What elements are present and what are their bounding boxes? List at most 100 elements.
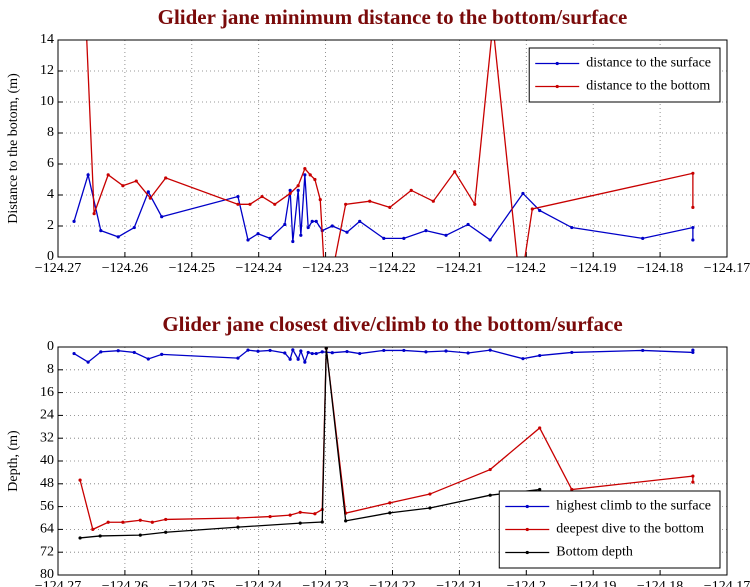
y-tick-label: 0 [47, 339, 54, 354]
point [313, 177, 317, 182]
point [330, 224, 334, 228]
point [538, 426, 542, 430]
y-tick-label: 32 [40, 430, 54, 445]
point [273, 202, 277, 206]
point [691, 238, 695, 242]
point [150, 520, 154, 524]
point [324, 347, 328, 350]
point [330, 351, 334, 355]
point [164, 176, 168, 180]
y-axis-label: Depth, (m) [6, 430, 21, 492]
point [99, 350, 103, 354]
legend-marker [525, 550, 529, 555]
point [358, 351, 362, 356]
point [299, 233, 303, 237]
x-tick-label: −124.2 [507, 579, 546, 587]
point [368, 199, 372, 203]
y-tick-label: 4 [47, 187, 54, 202]
point [314, 351, 318, 356]
x-tick-label: −124.26 [102, 579, 148, 587]
point [288, 357, 292, 361]
point [310, 351, 314, 356]
point [283, 351, 287, 355]
point [691, 171, 695, 175]
x-tick-label: −124.21 [436, 261, 482, 276]
legend: highest climb to the surface deepest dive… [498, 490, 721, 569]
y-tick-label: 14 [40, 32, 54, 47]
x-tick-label: −124.27 [35, 261, 81, 276]
point [314, 219, 318, 223]
legend-box [528, 47, 721, 103]
axes-frame [57, 346, 728, 576]
point [78, 536, 82, 540]
legend-label: highest climb to the surface [556, 499, 711, 514]
y-tick-label: 16 [40, 385, 54, 400]
x-tick-label: −124.25 [169, 579, 215, 587]
point [296, 184, 300, 188]
point [236, 356, 240, 360]
point [268, 236, 272, 240]
point [303, 167, 307, 171]
x-tick-label: −124.23 [302, 261, 348, 276]
series-line [73, 348, 694, 365]
point [91, 527, 95, 532]
point [138, 518, 142, 522]
series-line [80, 348, 540, 539]
x-tick-label: −124.17 [704, 579, 750, 587]
point [428, 506, 432, 510]
point [256, 232, 260, 236]
point [132, 350, 136, 355]
point [72, 219, 76, 223]
x-tick-label: −124.19 [570, 261, 616, 276]
legend: distance to the surface distance to the b… [528, 47, 721, 103]
point [288, 191, 292, 196]
point [236, 516, 240, 520]
point [146, 357, 150, 361]
point [358, 219, 362, 223]
point [344, 519, 348, 523]
point [288, 188, 292, 192]
legend-label: distance to the bottom [586, 79, 710, 94]
point [691, 350, 695, 355]
y-tick-label: 80 [40, 567, 54, 582]
y-tick-label: 72 [40, 544, 54, 559]
y-tick-label: 40 [40, 453, 54, 468]
point [298, 521, 302, 525]
point [466, 351, 470, 355]
point [424, 229, 428, 233]
point [84, 23, 87, 26]
subplot: Glider jane closest dive/climb to the bo… [6, 312, 750, 587]
point [641, 236, 645, 240]
point [488, 467, 492, 472]
point [236, 525, 240, 529]
point [298, 510, 302, 514]
y-tick-label: 6 [47, 156, 54, 171]
point [268, 348, 272, 353]
point [116, 349, 120, 353]
point [291, 239, 295, 244]
point [296, 188, 300, 192]
y-tick-label: 64 [40, 522, 54, 537]
legend-label: Bottom depth [556, 545, 633, 560]
series-line [79, 348, 694, 531]
point [345, 230, 349, 234]
point [402, 348, 406, 353]
point [116, 235, 120, 239]
point [148, 196, 152, 200]
point [134, 179, 138, 183]
x-tick-label: −124.27 [35, 579, 81, 587]
point [570, 350, 574, 355]
point [641, 348, 645, 353]
y-axis-label: Distance to the botom, (m) [6, 73, 21, 224]
point [691, 348, 695, 352]
point [313, 512, 317, 516]
point [260, 194, 264, 199]
point [388, 205, 392, 209]
chart-title: Glider jane minimum distance to the bott… [158, 5, 628, 29]
point [428, 492, 432, 496]
x-tick-label: −124.24 [235, 579, 281, 587]
point [431, 199, 435, 203]
x-tick-label: −124.18 [637, 261, 683, 276]
point [78, 478, 82, 482]
